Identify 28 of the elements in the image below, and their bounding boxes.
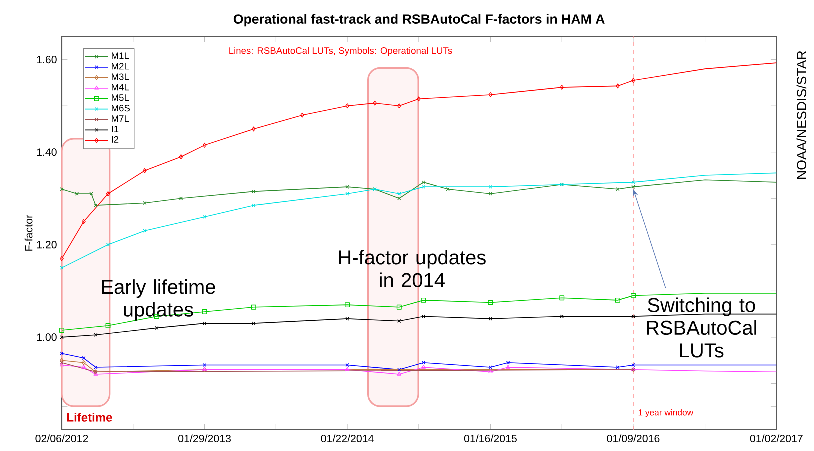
y-tick-label: 1.20 xyxy=(37,241,57,249)
annotation: Switching to RSBAutoCal LUTs xyxy=(647,298,756,358)
legend-label: I1 xyxy=(112,126,119,132)
y-tick-label: 1.40 xyxy=(37,148,57,156)
legend-label: M4L xyxy=(112,84,130,91)
text: NOAA/NESDIS/STAR xyxy=(796,51,807,179)
legend-label: M6S xyxy=(112,105,130,112)
y-tick-label: 1.60 xyxy=(37,56,57,64)
x-tick-label: 01/09/2016 xyxy=(607,434,660,443)
legend-label: M2L xyxy=(112,63,130,70)
legend-label: M3L xyxy=(112,74,130,80)
legend-label: M7L xyxy=(112,116,130,122)
annotation: H-factor updates in 2014 xyxy=(339,250,486,288)
x-tick-label: 01/29/2013 xyxy=(178,434,231,443)
legend-label: I2 xyxy=(112,136,119,143)
annotation: Early lifetime updates xyxy=(102,280,216,321)
legend-label: M1L xyxy=(112,52,130,60)
ref-line-label: 1 year window xyxy=(638,409,694,418)
chart-title: Operational fast-track and RSBAutoCal F-factors in HAM A xyxy=(234,14,605,27)
y-tick-label: 1.00 xyxy=(37,334,57,342)
x-tick-label: 01/02/2017 xyxy=(750,434,803,443)
band-label: Lifetime xyxy=(68,413,112,422)
legend-label: M5L xyxy=(112,94,130,102)
x-tick-label: 01/22/2014 xyxy=(321,434,374,443)
annotation: Lines: RSBAutoCal LUTs, Symbols: Operational LUTs xyxy=(230,47,452,56)
y-axis-title: F-factor xyxy=(24,215,33,251)
x-tick-label: 02/06/2012 xyxy=(36,434,88,443)
x-tick-label: 01/16/2015 xyxy=(464,434,517,443)
